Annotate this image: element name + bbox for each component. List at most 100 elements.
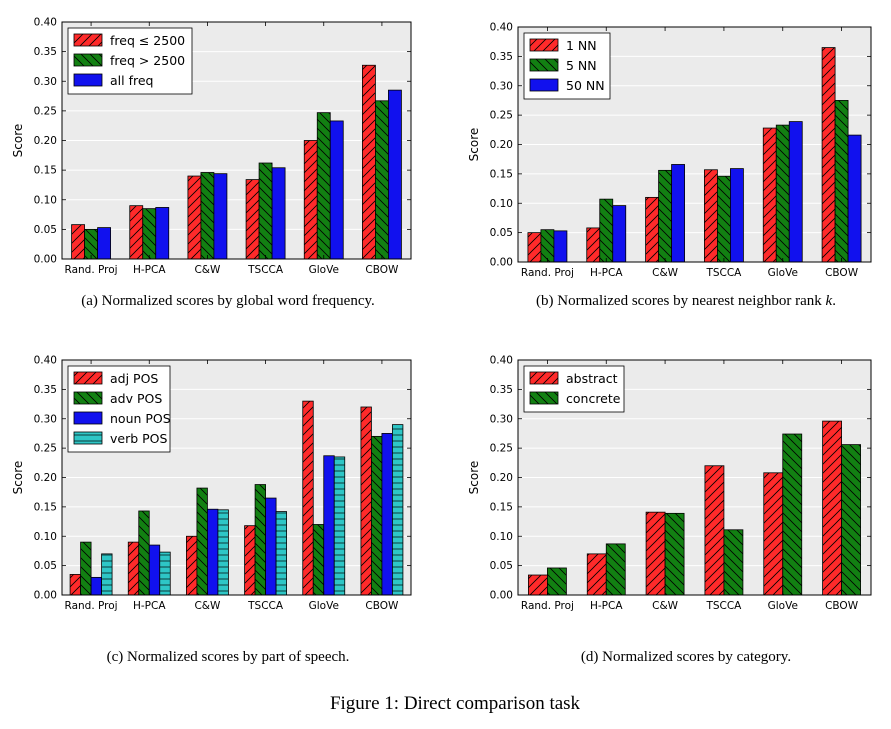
bar-hatch: [763, 472, 783, 595]
plot-frame: [517, 359, 872, 596]
chart-panel-a: 0.00 0.05 0.10 0.15 0.20 0.25 0.30 0.35 0.40 Scor…: [11, 17, 412, 276]
y-tick-label: 0.10: [34, 531, 57, 543]
y-tick-label: 0.20: [34, 135, 57, 147]
caption-b-text: (b) Normalized scores by nearest neighbo…: [536, 293, 825, 309]
caption-a: (a) Normalized scores by global word fre…: [81, 293, 375, 309]
bar-hatch: [70, 574, 81, 595]
y-tick-label: 0.35: [34, 384, 57, 396]
y-tick-label: 0.10: [34, 194, 57, 206]
bar-hatch: [717, 176, 731, 262]
legend-swatch-hatch: [74, 34, 102, 46]
x-tick-label: GloVe: [768, 267, 798, 279]
legend-label: freq > 2500: [110, 53, 185, 68]
bar: [730, 168, 744, 263]
y-tick-label: 0.20: [490, 472, 513, 484]
legend-label: adv POS: [110, 391, 162, 406]
bar-hatch: [259, 163, 273, 259]
x-tick-label: CBOW: [825, 600, 859, 612]
bar-hatch: [776, 125, 790, 262]
y-axis-title: Score: [467, 461, 481, 495]
legend-swatch-hatch: [74, 432, 102, 444]
y-tick-label: 0.10: [490, 198, 513, 210]
x-tick-label: GloVe: [309, 264, 339, 276]
bar-hatch: [599, 199, 613, 262]
bar-hatch: [723, 529, 743, 595]
x-tick-label: TSCCA: [705, 600, 742, 612]
legend-swatch-hatch: [530, 372, 558, 384]
bar: [155, 207, 170, 260]
y-tick-label: 0.05: [34, 560, 57, 572]
y-tick-label: 0.00: [34, 254, 57, 266]
y-tick-label: 0.35: [34, 46, 57, 58]
x-tick-label: CBOW: [365, 264, 399, 276]
bar-hatch: [80, 542, 92, 595]
bar-hatch: [71, 224, 85, 259]
y-axis-title: Score: [11, 461, 25, 495]
bar-hatch: [392, 424, 403, 595]
bar-hatch: [302, 401, 314, 595]
bar-hatch: [129, 205, 143, 259]
bar-hatch: [547, 567, 567, 595]
bar-hatch: [244, 525, 256, 595]
bar: [213, 173, 228, 260]
bar-hatch: [646, 512, 666, 595]
bar-hatch: [822, 47, 836, 262]
bar-hatch: [528, 575, 548, 595]
y-tick-label: 0.20: [34, 472, 57, 484]
y-tick-label: 0.25: [34, 443, 57, 455]
bar-hatch: [317, 112, 331, 259]
bar-hatch: [658, 170, 672, 262]
bar-hatch: [276, 511, 287, 595]
legend-label: 1 NN: [566, 38, 597, 53]
caption-b: (b) Normalized scores by nearest neighbo…: [536, 293, 836, 309]
x-tick-label: H-PCA: [133, 264, 166, 276]
y-tick-label: 0.00: [490, 257, 513, 269]
x-tick-label: TSCCA: [705, 267, 742, 279]
y-tick-label: 0.20: [490, 139, 513, 151]
legend-swatch-hatch: [74, 54, 102, 66]
legend-swatch-hatch: [74, 392, 102, 404]
legend: adj POS adv POS noun POS verb POS: [67, 365, 171, 453]
bar-hatch: [841, 444, 861, 595]
y-axis-title: Score: [11, 124, 25, 158]
y-tick-label: 0.00: [34, 590, 57, 602]
bar-hatch: [704, 169, 718, 262]
x-tick-label: Rand. Proj: [521, 267, 574, 279]
y-tick-label: 0.30: [34, 76, 57, 88]
legend: abstract concrete: [523, 365, 625, 413]
x-tick-label: C&W: [194, 600, 221, 612]
bar-hatch: [142, 208, 156, 259]
bar-hatch: [645, 197, 659, 262]
bar: [671, 164, 685, 263]
bar-hatch: [186, 536, 197, 595]
y-tick-label: 0.05: [34, 224, 57, 236]
bar: [847, 134, 862, 263]
caption-b-end: .: [832, 293, 836, 309]
legend-swatch: [73, 411, 103, 425]
y-tick-label: 0.15: [490, 501, 513, 513]
bar-hatch: [822, 421, 842, 595]
chart-panel-d: 0.00 0.05 0.10 0.15 0.20 0.25 0.30 0.35 0.40 Scor…: [467, 355, 872, 612]
bar: [90, 576, 102, 596]
legend-label: 50 NN: [566, 78, 605, 93]
x-tick-label: H-PCA: [590, 600, 623, 612]
bar-hatch: [304, 140, 318, 259]
y-tick-label: 0.10: [490, 531, 513, 543]
y-tick-label: 0.30: [34, 413, 57, 425]
x-tick-label: H-PCA: [590, 267, 623, 279]
x-tick-label: GloVe: [768, 600, 798, 612]
bar-hatch: [540, 229, 554, 262]
bar-hatch: [196, 488, 208, 595]
legend-swatch-hatch: [530, 39, 558, 51]
bar: [788, 121, 803, 263]
chart-panel-c: 0.00 0.05 0.10 0.15 0.20 0.25 0.30 0.35 0.40 Scor…: [11, 355, 412, 612]
y-tick-label: 0.30: [490, 80, 513, 92]
bar-hatch: [371, 436, 382, 595]
plot-frame: [517, 26, 872, 263]
bar-hatch: [138, 510, 150, 595]
y-tick-label: 0.05: [490, 227, 513, 239]
bar-hatch: [586, 227, 600, 262]
bar-hatch: [835, 100, 849, 262]
chart-panel-b: 0.00 0.05 0.10 0.15 0.20 0.25 0.30 0.35 0.40 Scor…: [467, 22, 872, 279]
